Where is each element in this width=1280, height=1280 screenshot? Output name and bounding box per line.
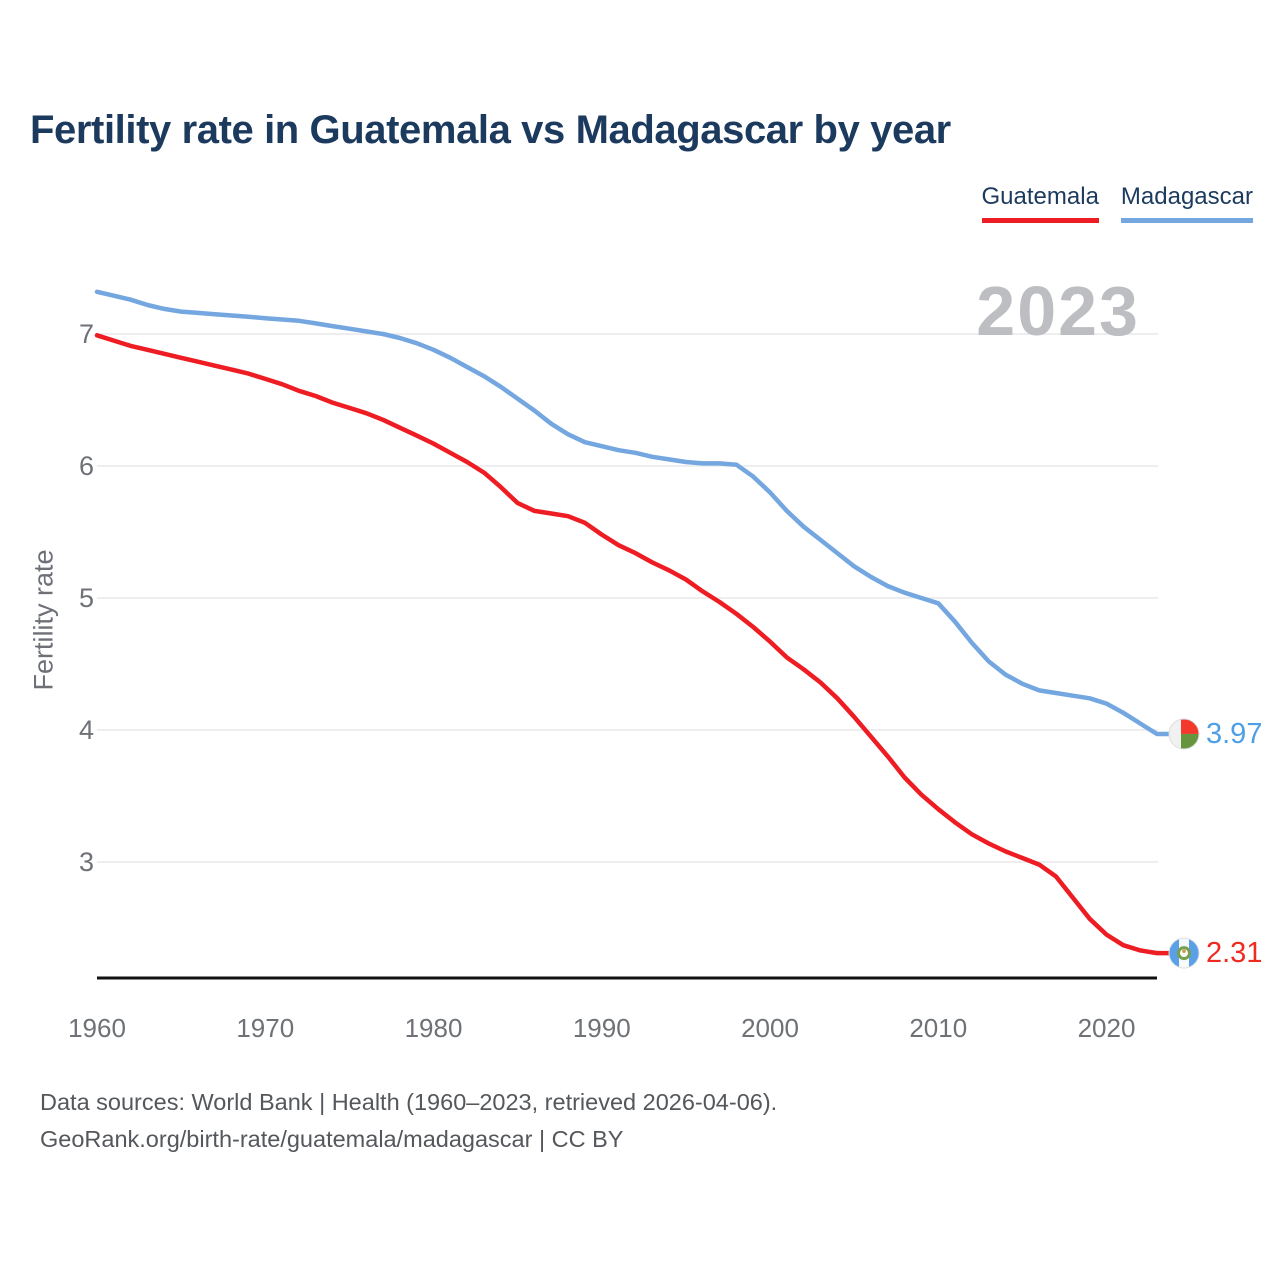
page-title: Fertility rate in Guatemala vs Madagasca… [30, 108, 951, 152]
legend-item-guatemala[interactable]: Guatemala [981, 183, 1099, 223]
footer-source-line: Data sources: World Bank | Health (1960–… [40, 1089, 778, 1115]
flag-green-band [1181, 733, 1199, 749]
x-tick-label-1990: 1990 [573, 1013, 631, 1043]
guatemala-flag-outline [1168, 937, 1200, 969]
flag-white-band [1169, 718, 1181, 749]
x-tick-label-2000: 2000 [741, 1013, 799, 1043]
y-axis-title: Fertility rate [28, 549, 59, 691]
watermark-year: 2023 [976, 272, 1140, 350]
y-tick-label-6: 6 [79, 451, 94, 481]
series-line-madagascar[interactable] [94, 289, 1172, 737]
y-tick-label-3: 3 [79, 847, 94, 877]
legend-item-madagascar[interactable]: Madagascar [1120, 183, 1253, 223]
flag-emblem-wreath [1177, 946, 1191, 961]
flag-red-band [1181, 718, 1199, 734]
guatemala-flag-icon [1169, 938, 1199, 969]
x-tick-label-2020: 2020 [1078, 1013, 1136, 1043]
y-tick-label-7: 7 [79, 319, 94, 349]
x-tick-label-1980: 1980 [405, 1013, 463, 1043]
x-tick-label-1970: 1970 [236, 1013, 294, 1043]
footer-attribution-line: GeoRank.org/birth-rate/guatemala/madagas… [40, 1126, 624, 1152]
flag-emblem-center [1182, 949, 1186, 953]
footer: Data sources: World Bank | Health (1960–… [40, 1084, 777, 1158]
series-line-guatemala[interactable] [94, 333, 1172, 956]
x-tick-label-2010: 2010 [909, 1013, 967, 1043]
legend: Guatemala Madagascar [981, 183, 1253, 223]
end-value-label-madagascar: 3.97 [1206, 718, 1262, 750]
madagascar-flag-outline [1168, 718, 1200, 750]
x-tick-label-1960: 1960 [68, 1013, 126, 1043]
end-value-label-guatemala: 2.31 [1206, 937, 1262, 969]
y-tick-label-4: 4 [79, 715, 94, 745]
y-tick-label-5: 5 [79, 583, 94, 613]
